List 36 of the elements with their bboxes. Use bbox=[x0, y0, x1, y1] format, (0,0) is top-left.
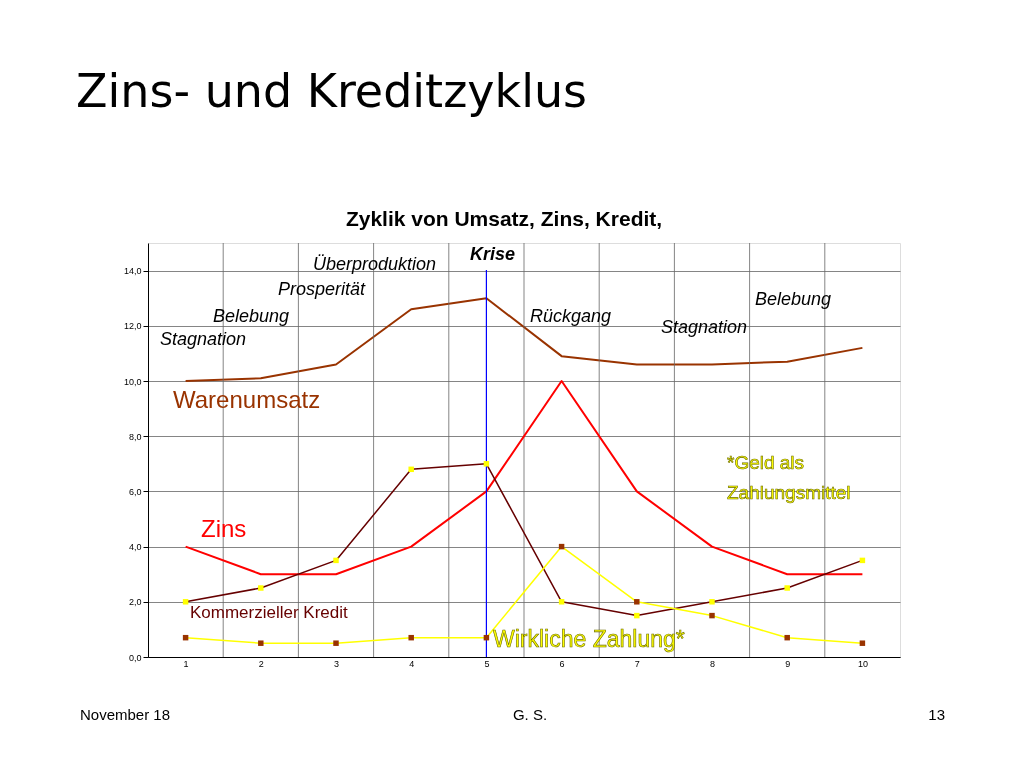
x-tick-label: 9 bbox=[785, 658, 791, 669]
x-tick-label: 6 bbox=[559, 658, 565, 669]
x-tick-label: 8 bbox=[709, 658, 716, 669]
series-label: Zins bbox=[201, 515, 247, 542]
y-tick-label: 0,0 bbox=[128, 652, 142, 663]
text: November 18 bbox=[80, 706, 171, 723]
x-tick-label: 4 bbox=[409, 658, 415, 669]
x-tick-label: 10 bbox=[857, 658, 868, 669]
annotation: Überproduktion bbox=[313, 254, 437, 274]
y-tick-label: 6,0 bbox=[128, 486, 142, 497]
series-label: Wirkliche Zahlung* bbox=[493, 626, 685, 652]
annotation: Krise bbox=[470, 244, 516, 264]
x-tick-label: 7 bbox=[634, 658, 640, 669]
text: G. S. bbox=[512, 706, 548, 723]
annotation: Prosperität bbox=[278, 279, 367, 299]
y-tick-label: 14,0 bbox=[123, 266, 142, 277]
annotation: Belebung bbox=[755, 289, 832, 309]
chart-title: Zins- und Kreditzyklus bbox=[76, 64, 588, 118]
annotation: *Geld als Zahlungsmittel bbox=[727, 452, 851, 503]
x-tick-label: 3 bbox=[333, 658, 340, 669]
y-tick-label: 10,0 bbox=[123, 376, 142, 387]
x-tick-label: 1 bbox=[183, 658, 189, 669]
x-tick-label: 2 bbox=[258, 658, 264, 669]
x-tick-label: 5 bbox=[484, 658, 490, 669]
series-label: Kommerzieller Kredit bbox=[190, 603, 349, 622]
annotation: Stagnation bbox=[661, 317, 748, 337]
annotation: Belebung bbox=[213, 306, 290, 326]
y-tick-label: 4,0 bbox=[128, 542, 142, 553]
annotation: Stagnation bbox=[160, 329, 247, 349]
annotation: Rückgang bbox=[530, 306, 612, 326]
text: 13 bbox=[928, 706, 945, 723]
y-tick-label: 2,0 bbox=[128, 597, 142, 608]
y-tick-label: 12,0 bbox=[123, 321, 142, 332]
y-tick-label: 8,0 bbox=[128, 431, 142, 442]
series-label: Warenumsatz bbox=[173, 386, 321, 413]
chart-subtitle: Zyklik von Umsatz, Zins, Kredit, bbox=[345, 207, 663, 230]
